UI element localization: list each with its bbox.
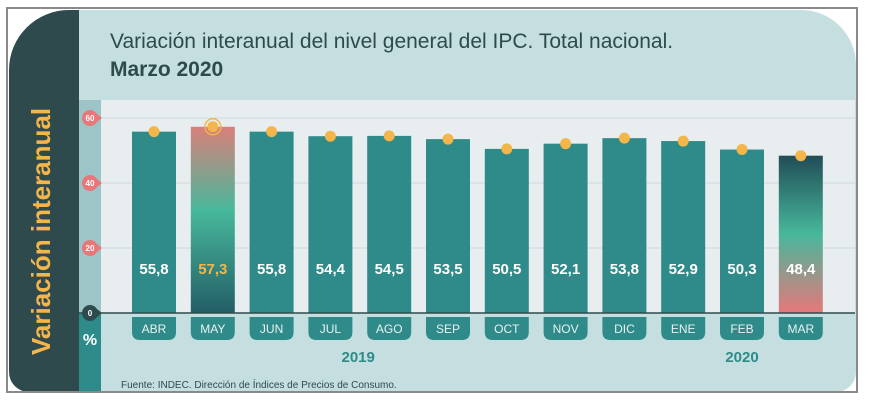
data-label: 52,9: [669, 261, 698, 278]
x-tick-label: NOV: [553, 322, 579, 336]
bar-sep: [426, 139, 470, 313]
x-tick-label: JUL: [320, 322, 342, 336]
x-tick-label: MAY: [200, 322, 225, 336]
x-tick-tab: [249, 317, 294, 340]
value-dot: [618, 132, 630, 144]
x-tick-label: SEP: [436, 322, 460, 336]
y-tick-badge: [82, 175, 98, 191]
data-label: 55,8: [139, 261, 168, 278]
x-tick-tab: [484, 317, 529, 340]
data-label: 53,5: [433, 261, 462, 278]
y-tick-label: 20: [86, 244, 95, 253]
value-dot: [677, 135, 689, 147]
side-panel: Variación interanual: [9, 10, 79, 391]
value-dot: [736, 144, 748, 156]
y-tick-badge: [82, 305, 98, 321]
x-tick-tab: [190, 317, 235, 340]
year-label: 2019: [342, 349, 375, 366]
data-label: 54,4: [316, 261, 346, 278]
bar-nov: [543, 143, 588, 313]
x-tick-label: JUN: [260, 322, 283, 336]
bar-jul: [308, 136, 353, 313]
y-tick-pointer: [97, 309, 102, 317]
max-ring: [204, 118, 222, 136]
data-label: 48,4: [786, 261, 816, 278]
x-tick-tab: [602, 317, 647, 340]
bar-ene: [661, 141, 706, 313]
data-label: 54,5: [375, 261, 404, 278]
x-tick-tab: [308, 317, 353, 340]
data-label: 50,5: [492, 261, 521, 278]
source-note: Fuente: INDEC. Dirección de Índices de P…: [121, 380, 397, 391]
x-tick-label: AGO: [376, 322, 403, 336]
x-tick-label: OCT: [494, 322, 520, 336]
data-label: 53,8: [610, 261, 639, 278]
year-label: 2020: [725, 349, 758, 366]
x-tick-tab: [720, 317, 764, 340]
value-dot: [383, 130, 395, 142]
data-label: 52,1: [551, 261, 580, 278]
y-tick-label: 40: [86, 179, 95, 188]
data-label: 50,3: [727, 261, 756, 278]
value-dot: [324, 130, 336, 142]
value-dot: [795, 150, 807, 162]
x-tick-label: FEB: [730, 322, 753, 336]
x-tick-tab: [543, 317, 588, 340]
value-dot: [560, 138, 572, 150]
y-tick-pointer: [97, 179, 102, 187]
x-tick-tab: [778, 317, 823, 340]
x-tick-label: DIC: [614, 322, 635, 336]
x-tick-tab: [661, 317, 706, 340]
y-axis-strip: [79, 100, 101, 313]
x-tick-label: ABR: [142, 322, 167, 336]
bar-ago: [367, 135, 412, 313]
x-tick-tab: [367, 317, 412, 340]
bar-jun: [249, 131, 294, 313]
value-dot: [442, 133, 454, 145]
title-line2: Marzo 2020: [110, 58, 224, 81]
unit-strip: [79, 313, 101, 391]
bar-mar: [778, 155, 823, 313]
bar-dic: [602, 138, 647, 313]
y-tick-label: 0: [88, 309, 93, 318]
x-tick-label: ENE: [671, 322, 696, 336]
y-tick-badge: [82, 110, 98, 126]
bar-feb: [720, 149, 764, 313]
data-label: 55,8: [257, 261, 286, 278]
value-dot: [501, 143, 513, 155]
chart-title: Variación interanual del nivel general d…: [110, 28, 673, 84]
x-tick-tab: [132, 317, 176, 340]
bar-abr: [132, 131, 176, 313]
value-dot: [207, 121, 219, 133]
y-tick-badge: [82, 240, 98, 256]
value-dot: [148, 126, 160, 138]
x-tick-tab: [426, 317, 470, 340]
x-tick-label: MAR: [787, 322, 814, 336]
y-axis-unit: %: [83, 332, 97, 349]
y-tick-pointer: [97, 114, 102, 122]
bar-may: [190, 126, 235, 314]
value-dot: [266, 126, 278, 138]
bar-oct: [484, 148, 529, 313]
data-label: 57,3: [198, 261, 227, 278]
y-tick-pointer: [97, 244, 102, 252]
y-tick-label: 60: [86, 114, 95, 123]
title-line1: Variación interanual del nivel general d…: [110, 30, 674, 53]
